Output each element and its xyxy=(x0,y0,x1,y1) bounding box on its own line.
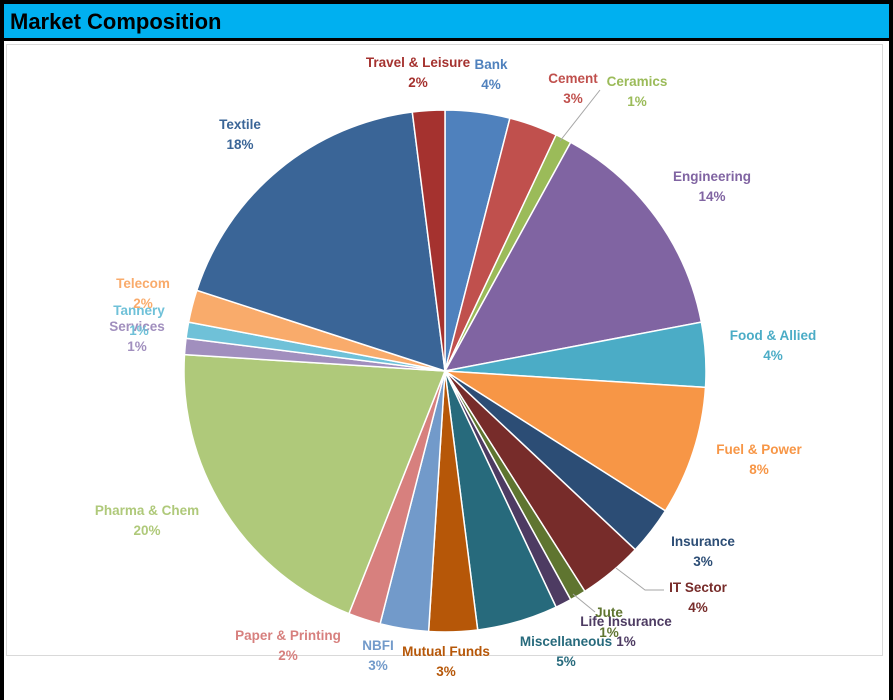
slice-label: Life Insurance xyxy=(580,614,672,629)
slice-percent: 1% xyxy=(627,94,647,109)
page-title: Market Composition xyxy=(10,9,222,34)
slice-percent: 5% xyxy=(556,654,576,669)
slice-label: Cement xyxy=(548,71,598,86)
slice-percent: 4% xyxy=(688,600,708,615)
slice-percent: 3% xyxy=(436,664,456,679)
pie-slice-pharma-chem xyxy=(183,353,447,615)
slice-label: Fuel & Power xyxy=(716,442,802,457)
slice-percent: 2% xyxy=(278,648,298,663)
slice-label: Bank xyxy=(474,57,508,72)
slice-label: Services xyxy=(109,319,165,334)
slice-percent: 14% xyxy=(698,189,725,204)
slice-percent: 3% xyxy=(693,554,713,569)
pie-slice-engineering xyxy=(443,141,703,373)
plot-border xyxy=(6,44,883,656)
slice-percent: 1% xyxy=(599,625,619,640)
pie-slice-travel-leisure xyxy=(411,109,446,372)
slice-percent: 1% xyxy=(616,634,636,649)
slice-label: Travel & Leisure xyxy=(366,55,471,70)
slice-percent: 2% xyxy=(133,296,153,311)
slice-percent: 18% xyxy=(226,137,253,152)
slice-label: Ceramics xyxy=(607,74,668,89)
slice-percent: 20% xyxy=(133,523,160,538)
slice-label: Tannery xyxy=(113,303,165,318)
slice-label: Food & Allied xyxy=(730,328,817,343)
slice-label: Jute xyxy=(595,605,623,620)
leader-line xyxy=(559,89,601,142)
slice-percent: 1% xyxy=(127,339,147,354)
slice-percent: 3% xyxy=(368,658,388,673)
slice-percent: 8% xyxy=(749,462,769,477)
slice-label: Engineering xyxy=(673,169,751,184)
slice-label: Textile xyxy=(219,117,261,132)
slice-label: Miscellaneous xyxy=(520,634,612,649)
leader-line xyxy=(572,593,596,613)
slice-percent: 4% xyxy=(763,348,783,363)
slice-percent: 2% xyxy=(408,75,428,90)
slice-label: IT Sector xyxy=(669,580,728,595)
slice-label: Mutual Funds xyxy=(402,644,490,659)
slice-percent: 3% xyxy=(563,91,583,106)
slice-label: Paper & Printing xyxy=(235,628,341,643)
slice-percent: 1% xyxy=(129,323,149,338)
pie-slice-textile xyxy=(195,111,446,373)
slice-label: Pharma & Chem xyxy=(95,503,199,518)
leader-line xyxy=(615,567,664,591)
slice-label: NBFI xyxy=(362,638,394,653)
slice-label: Telecom xyxy=(116,276,170,291)
slice-label: Insurance xyxy=(671,534,735,549)
pie-slice-fuel-power xyxy=(444,370,707,512)
slice-percent: 4% xyxy=(481,77,501,92)
title-bar: Market Composition xyxy=(4,4,889,41)
